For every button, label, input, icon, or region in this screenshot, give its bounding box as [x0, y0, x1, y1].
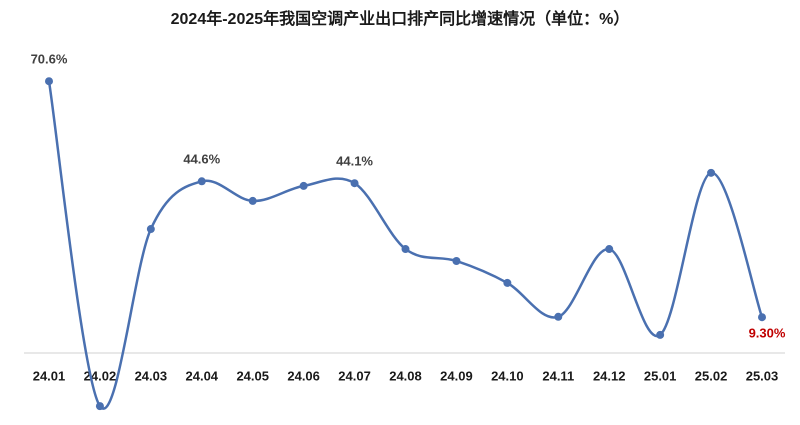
x-tick-label: 24.12 [593, 368, 626, 383]
data-label: 44.1% [336, 154, 373, 169]
data-point [707, 168, 716, 177]
data-label: 9.30% [749, 326, 786, 341]
data-point [605, 245, 614, 254]
x-tick-label: 24.06 [287, 368, 320, 383]
x-tick-label: 25.01 [644, 368, 677, 383]
x-tick-label: 24.11 [542, 368, 574, 383]
x-tick-label: 24.04 [186, 368, 219, 383]
chart-title: 2024年-2025年我国空调产业出口排产同比增速情况（单位：%） [171, 9, 630, 28]
x-tick-label: 25.03 [746, 368, 779, 383]
x-tick-label: 24.07 [338, 368, 371, 383]
data-point [299, 181, 308, 190]
data-label: 44.6% [183, 152, 220, 167]
x-tick-label: 24.03 [135, 368, 168, 383]
data-point [758, 313, 766, 322]
data-point [401, 245, 410, 254]
x-tick-label: 24.08 [389, 368, 422, 383]
x-tick-label: 25.02 [695, 368, 728, 383]
data-point [95, 402, 104, 411]
data-label: 70.6% [31, 52, 68, 67]
x-tick-label: 24.09 [440, 368, 473, 383]
data-point [452, 256, 461, 265]
data-point [248, 196, 257, 205]
data-point [554, 312, 563, 321]
x-tick-label: 24.01 [33, 368, 66, 383]
x-tick-label: 24.05 [236, 368, 269, 383]
data-point [146, 225, 155, 234]
data-point [45, 77, 53, 86]
data-point [503, 278, 512, 287]
data-point [350, 179, 359, 188]
data-line [47, 80, 764, 410]
x-tick-label: 24.10 [491, 368, 524, 383]
data-point [197, 177, 206, 186]
data-point [656, 330, 665, 339]
